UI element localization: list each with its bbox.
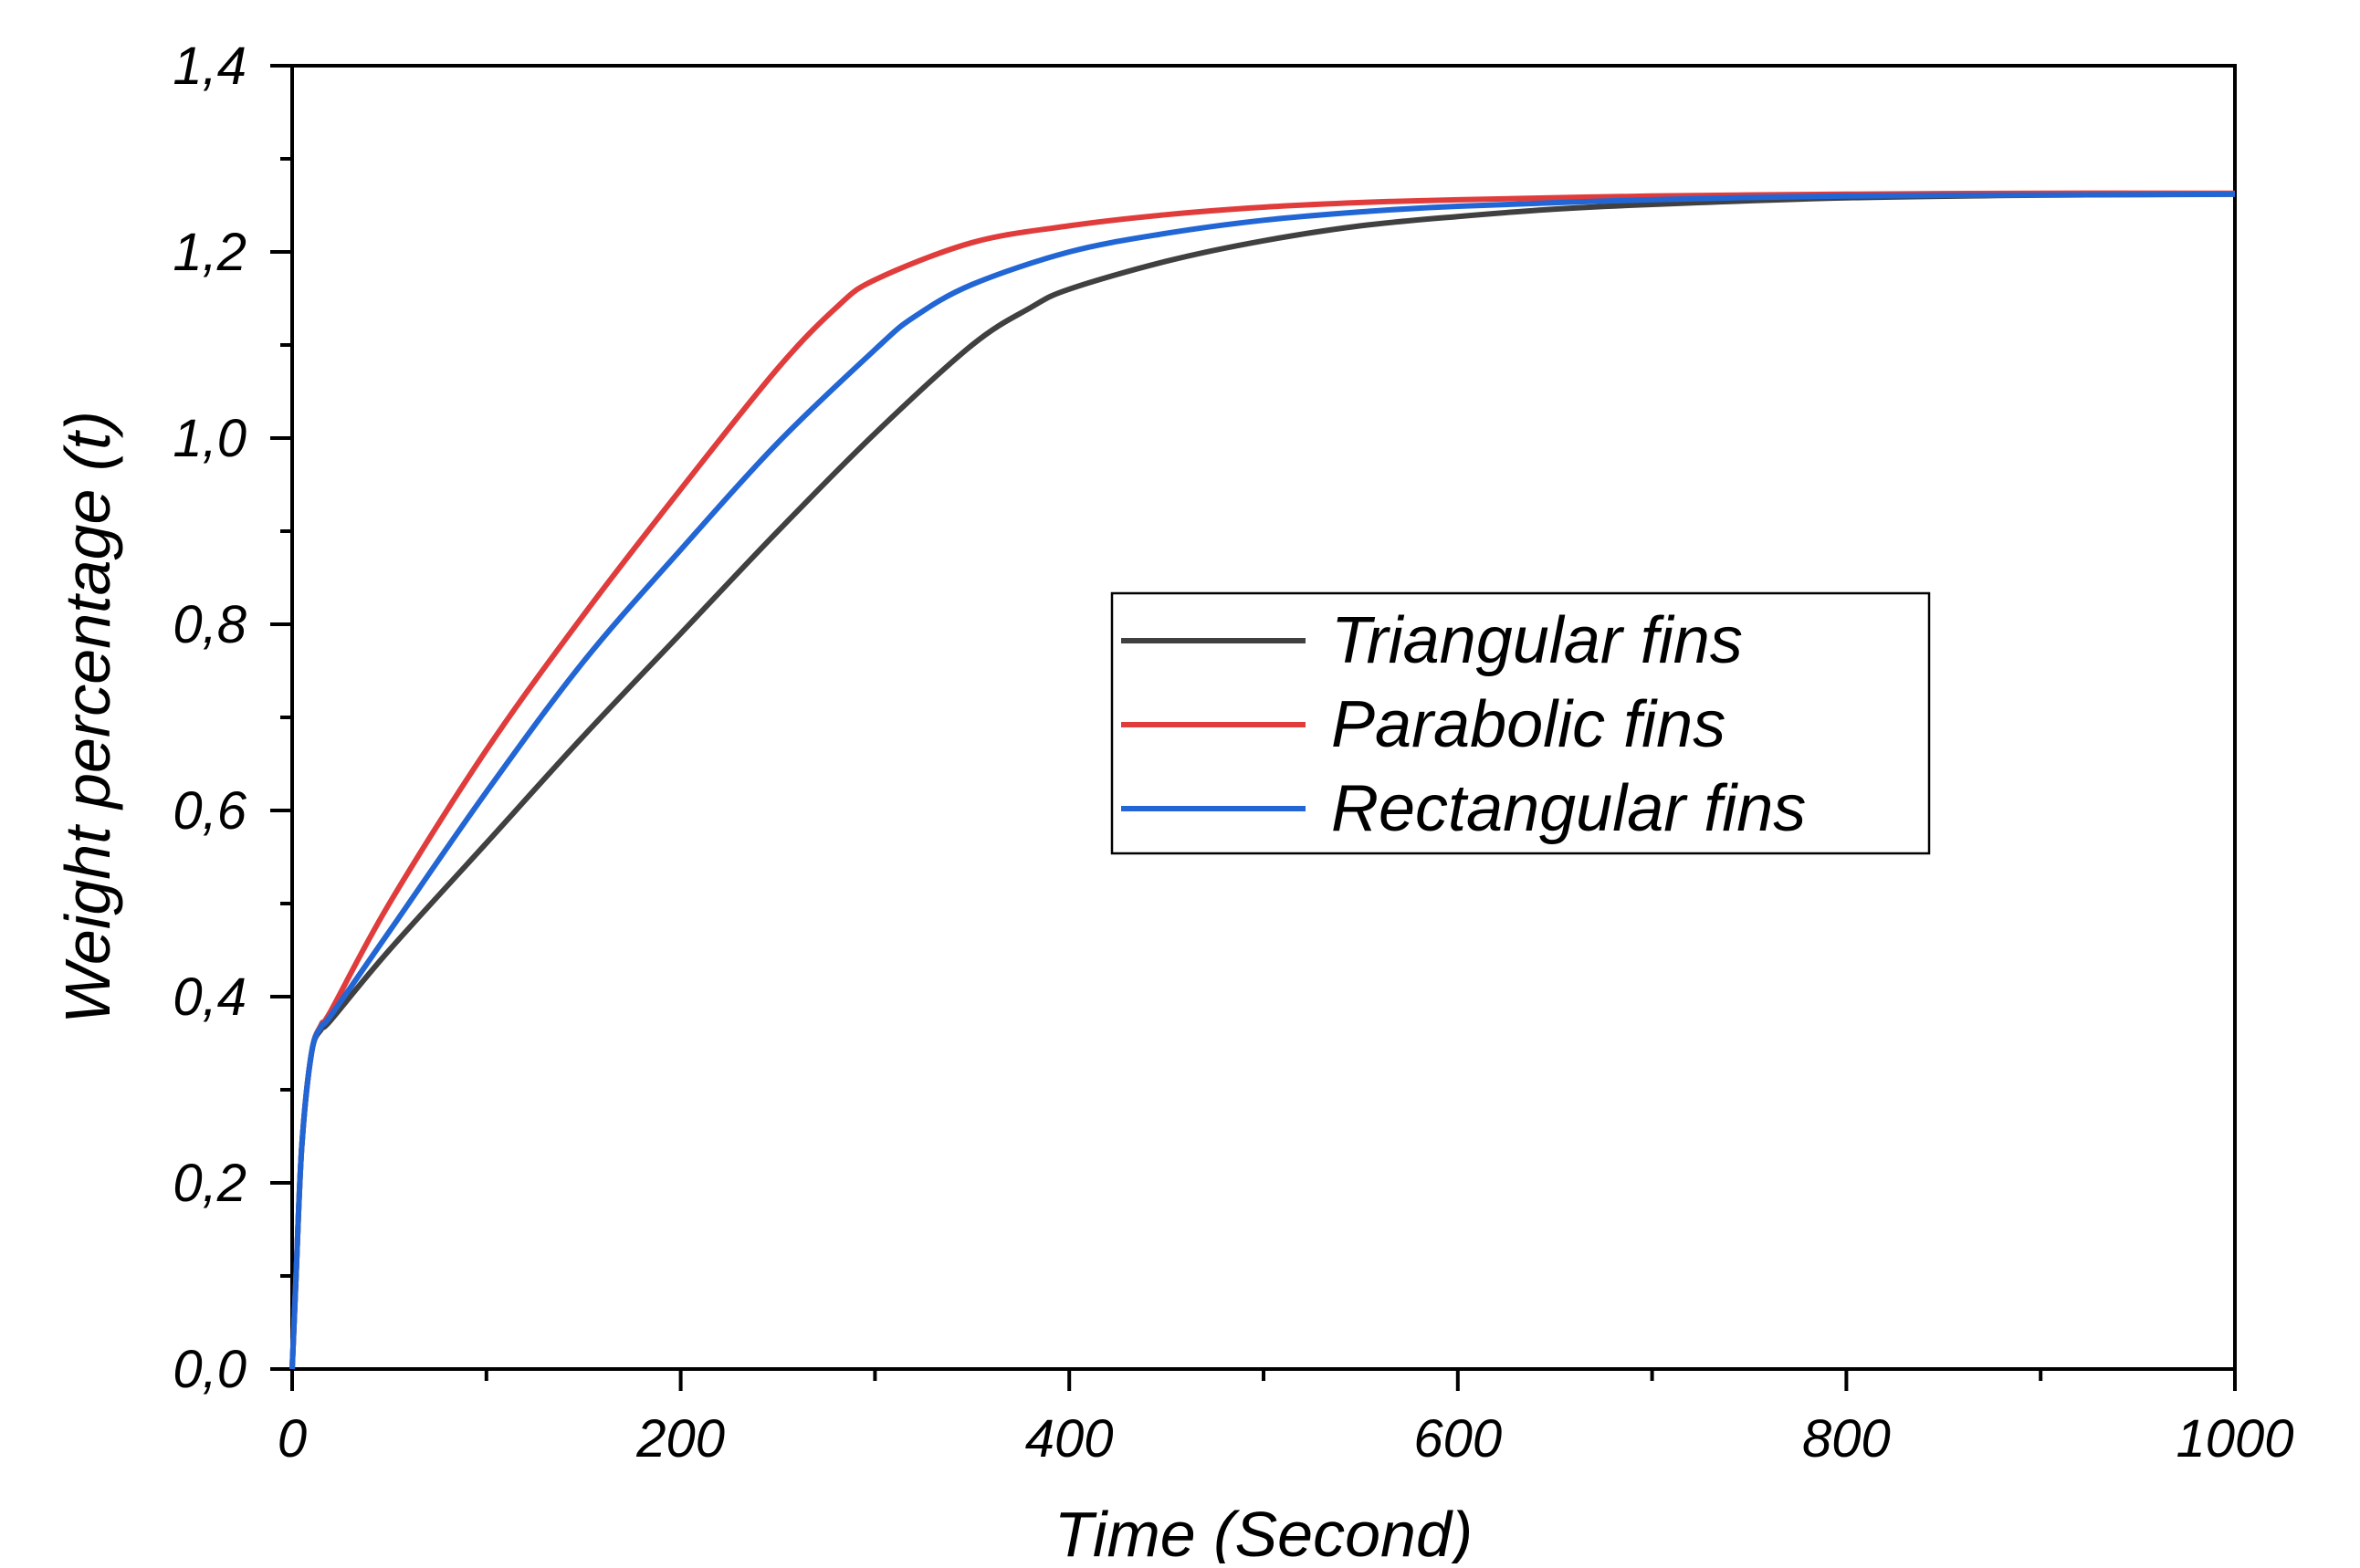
series-line-rectangular-fins — [289, 191, 2236, 1370]
legend-label-triangular-fins: Triangular fins — [1331, 604, 1743, 677]
y-tick-label: 0,6 — [173, 781, 246, 841]
x-tick-label: 200 — [635, 1409, 725, 1469]
y-tick-label: 0,8 — [173, 595, 246, 654]
x-tick-label: 0 — [278, 1409, 307, 1469]
x-tick-label: 1000 — [2176, 1409, 2293, 1469]
y-tick-label: 1,2 — [173, 223, 246, 282]
axes: 0 200 400 600 800 1000 0,0 0,2 0,4 0,6 0,8 1,0 1,2 1,… — [173, 37, 2293, 1469]
legend: Triangular fins Parabolic fins Rectangular… — [1110, 591, 1931, 855]
series-lines — [289, 190, 2236, 1370]
x-tick-label: 800 — [1802, 1409, 1891, 1469]
x-tick-label: 400 — [1025, 1409, 1114, 1469]
y-tick-label: 1,0 — [173, 409, 246, 468]
y-tick-label: 0,2 — [173, 1154, 246, 1213]
legend-label-parabolic-fins: Parabolic fins — [1331, 688, 1725, 761]
y-tick-label: 0,0 — [173, 1340, 246, 1399]
y-axis-title: Weight percentage (t) — [52, 411, 123, 1024]
legend-label-rectangular-fins: Rectangular fins — [1331, 772, 1806, 845]
y-tick-label: 1,4 — [173, 37, 246, 96]
y-tick-label: 0,4 — [173, 967, 246, 1027]
x-axis-title: Time (Second) — [1054, 1499, 1473, 1563]
x-tick-label: 600 — [1413, 1409, 1502, 1469]
